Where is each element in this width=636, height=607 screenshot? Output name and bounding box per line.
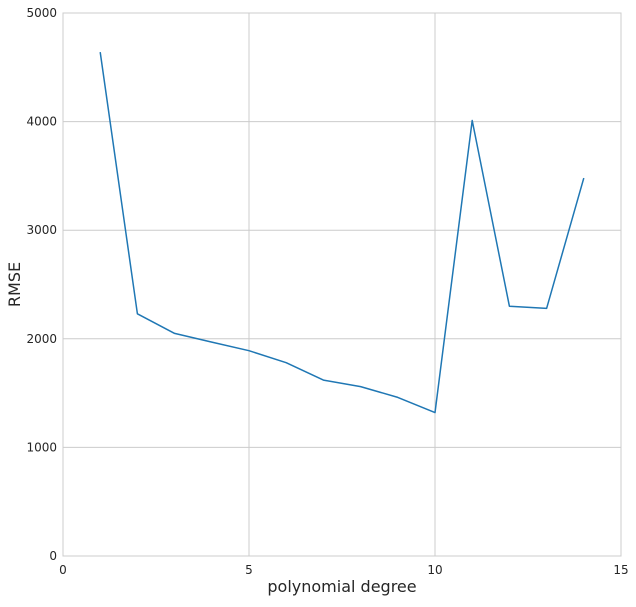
y-tick-label: 2000 (26, 332, 57, 346)
tick-labels: 0 5 10 15 0 1000 2000 3000 4000 5000 (26, 6, 628, 577)
x-tick-label: 10 (427, 563, 442, 577)
x-axis-label: polynomial degree (267, 577, 416, 596)
y-tick-label: 3000 (26, 223, 57, 237)
y-tick-label: 4000 (26, 115, 57, 129)
y-tick-label: 5000 (26, 6, 57, 20)
y-axis-label: RMSE (5, 262, 24, 307)
series-layer (99, 51, 585, 414)
y-tick-label: 1000 (26, 440, 57, 454)
y-tick-label: 0 (49, 549, 57, 563)
grid (62, 12, 622, 557)
x-tick-label: 15 (613, 563, 628, 577)
x-tick-label: 0 (59, 563, 67, 577)
x-tick-label: 5 (245, 563, 253, 577)
plot-frame (62, 12, 622, 557)
series-line (99, 51, 585, 414)
